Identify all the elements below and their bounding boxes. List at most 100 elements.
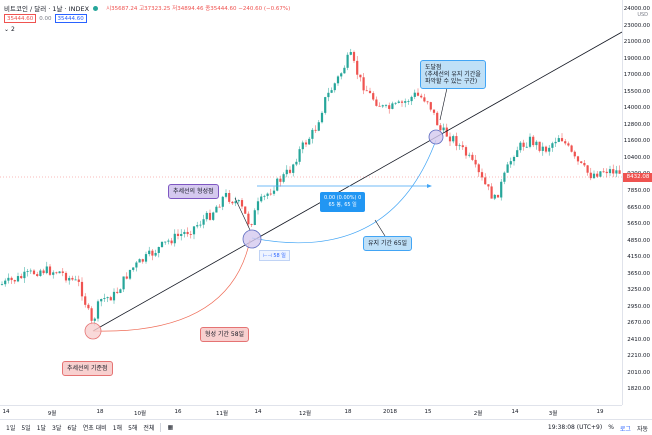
base-point-circle[interactable] bbox=[84, 322, 102, 340]
candle-body bbox=[90, 308, 93, 321]
range-3m-button[interactable]: 3달 bbox=[52, 425, 62, 432]
candle-body bbox=[36, 274, 39, 276]
candle-body bbox=[404, 101, 407, 103]
days-58-label: 58 일 bbox=[273, 253, 286, 259]
range-1y-button[interactable]: 1해 bbox=[112, 425, 123, 432]
candle-body bbox=[340, 73, 343, 77]
trend-line[interactable] bbox=[92, 31, 622, 332]
range-all-button[interactable]: 전체 bbox=[143, 425, 155, 432]
candle-body bbox=[586, 165, 589, 173]
candle-body bbox=[557, 138, 560, 142]
candle-body bbox=[212, 212, 215, 220]
candle-body bbox=[493, 194, 496, 199]
range-1m-button[interactable]: 1달 bbox=[36, 425, 47, 432]
candle-body bbox=[237, 200, 240, 202]
indicator-count: 2 bbox=[10, 26, 15, 33]
arrival-title: 도달점 bbox=[425, 64, 442, 71]
form-point-circle[interactable] bbox=[242, 229, 262, 249]
holding-period-note[interactable]: 유지 기간 65일 bbox=[363, 236, 413, 251]
symbol-title[interactable]: 비트코인 / 달러 · 1날 · INDEX bbox=[4, 5, 90, 13]
candle-body bbox=[423, 97, 426, 102]
candle-body bbox=[439, 125, 442, 131]
candle-body bbox=[308, 138, 311, 145]
auto-toggle[interactable]: 자동 bbox=[636, 426, 648, 433]
measure-info-box[interactable]: 0.00 (0.00%) 0 65 봉, 65 일 bbox=[320, 192, 366, 212]
chart-header: 비트코인 / 달러 · 1날 · INDEX 시35687.24 고37323.… bbox=[4, 3, 290, 13]
candle-body bbox=[343, 67, 346, 74]
candle-body bbox=[64, 272, 68, 281]
formation-period-note[interactable]: 형성 기간 58일 bbox=[200, 327, 250, 342]
candle-body bbox=[266, 193, 269, 196]
price-tick: 3650.00 bbox=[627, 270, 650, 277]
candle-body bbox=[61, 271, 64, 273]
projection-arrow-head bbox=[427, 184, 432, 188]
candle-body bbox=[48, 266, 52, 275]
price-tick: 11600.00 bbox=[623, 138, 650, 145]
price-tick: 2010.00 bbox=[627, 369, 650, 376]
time-tick: 2018 bbox=[383, 409, 397, 415]
candle-body bbox=[10, 277, 13, 281]
range-6m-button[interactable]: 6달 bbox=[67, 425, 77, 432]
currency-label: USD bbox=[637, 12, 648, 18]
candle-body bbox=[116, 291, 119, 293]
candle-body bbox=[378, 105, 381, 107]
candle-body bbox=[167, 240, 170, 242]
range-5y-button[interactable]: 5해 bbox=[128, 425, 138, 432]
time-tick: 18 bbox=[96, 409, 104, 415]
candle-body bbox=[164, 241, 167, 243]
candle-body bbox=[55, 272, 58, 274]
candle-body bbox=[484, 177, 487, 185]
candle-body bbox=[279, 178, 282, 182]
candle-body bbox=[375, 99, 378, 106]
range-1d-button[interactable]: 1일 bbox=[6, 425, 16, 432]
candle-body bbox=[141, 259, 144, 262]
candle-body bbox=[154, 252, 157, 256]
trend-base-note[interactable]: 추세선의 기준점 bbox=[62, 361, 113, 376]
clock-display[interactable]: 19:38:08 (UTC+9) bbox=[547, 424, 603, 431]
candle-body bbox=[573, 151, 576, 157]
candle-body bbox=[122, 276, 125, 290]
candle-body bbox=[429, 102, 432, 110]
log-toggle[interactable]: 로그 bbox=[619, 426, 631, 433]
price-chart[interactable] bbox=[0, 0, 622, 405]
bid-price-box[interactable]: 35444.60 bbox=[4, 14, 37, 23]
price-tick: 19000.00 bbox=[623, 55, 650, 62]
range-ytd-button[interactable]: 연초 대비 bbox=[82, 425, 107, 432]
candle-body bbox=[263, 195, 266, 197]
candle-body bbox=[100, 299, 103, 302]
candle-body bbox=[260, 196, 263, 202]
range-5d-button[interactable]: 5일 bbox=[21, 425, 31, 432]
candle-body bbox=[516, 150, 519, 157]
candle-body bbox=[244, 206, 247, 214]
arrival-point-circle[interactable] bbox=[428, 129, 444, 145]
candle-body bbox=[541, 146, 544, 151]
candle-body bbox=[170, 240, 173, 244]
candle-body bbox=[311, 129, 314, 139]
candle-body bbox=[96, 301, 100, 319]
price-tick: 5650.00 bbox=[627, 221, 650, 228]
candle-body bbox=[135, 262, 138, 268]
candle-body bbox=[615, 170, 618, 174]
candle-body bbox=[106, 297, 109, 299]
candle-body bbox=[202, 219, 205, 225]
candle-body bbox=[519, 142, 522, 151]
price-tick: 2670.00 bbox=[627, 320, 650, 327]
arrival-point-note[interactable]: 도달점 (추세선의 유지 기간을 파악할 수 있는 구간) bbox=[420, 60, 486, 89]
candle-body bbox=[605, 171, 608, 174]
time-axis[interactable]: 14 9월 18 10월 16 11월 14 12월 18 2018 15 2월 14 3월 19 bbox=[0, 405, 622, 419]
candle-body bbox=[119, 289, 122, 293]
candle-body bbox=[125, 276, 128, 279]
ask-price-box[interactable]: 35444.60 bbox=[54, 14, 87, 23]
candle-body bbox=[32, 270, 36, 275]
indicator-toggle[interactable]: ⌄ 2 bbox=[4, 26, 15, 33]
candle-body bbox=[583, 162, 586, 166]
calendar-icon[interactable]: ▦ bbox=[167, 424, 174, 431]
price-axis[interactable]: USD 24000.00 23000.00 21000.00 19000.00 1700… bbox=[622, 0, 652, 405]
spread-value: 0.00 bbox=[39, 15, 52, 22]
candle-body bbox=[400, 101, 404, 103]
candle-body bbox=[596, 173, 599, 177]
candle-body bbox=[346, 54, 349, 68]
price-tick: 21000.00 bbox=[623, 39, 650, 46]
percent-toggle[interactable]: % bbox=[608, 424, 614, 431]
trend-form-note[interactable]: 추세선의 형성점 bbox=[168, 184, 219, 199]
